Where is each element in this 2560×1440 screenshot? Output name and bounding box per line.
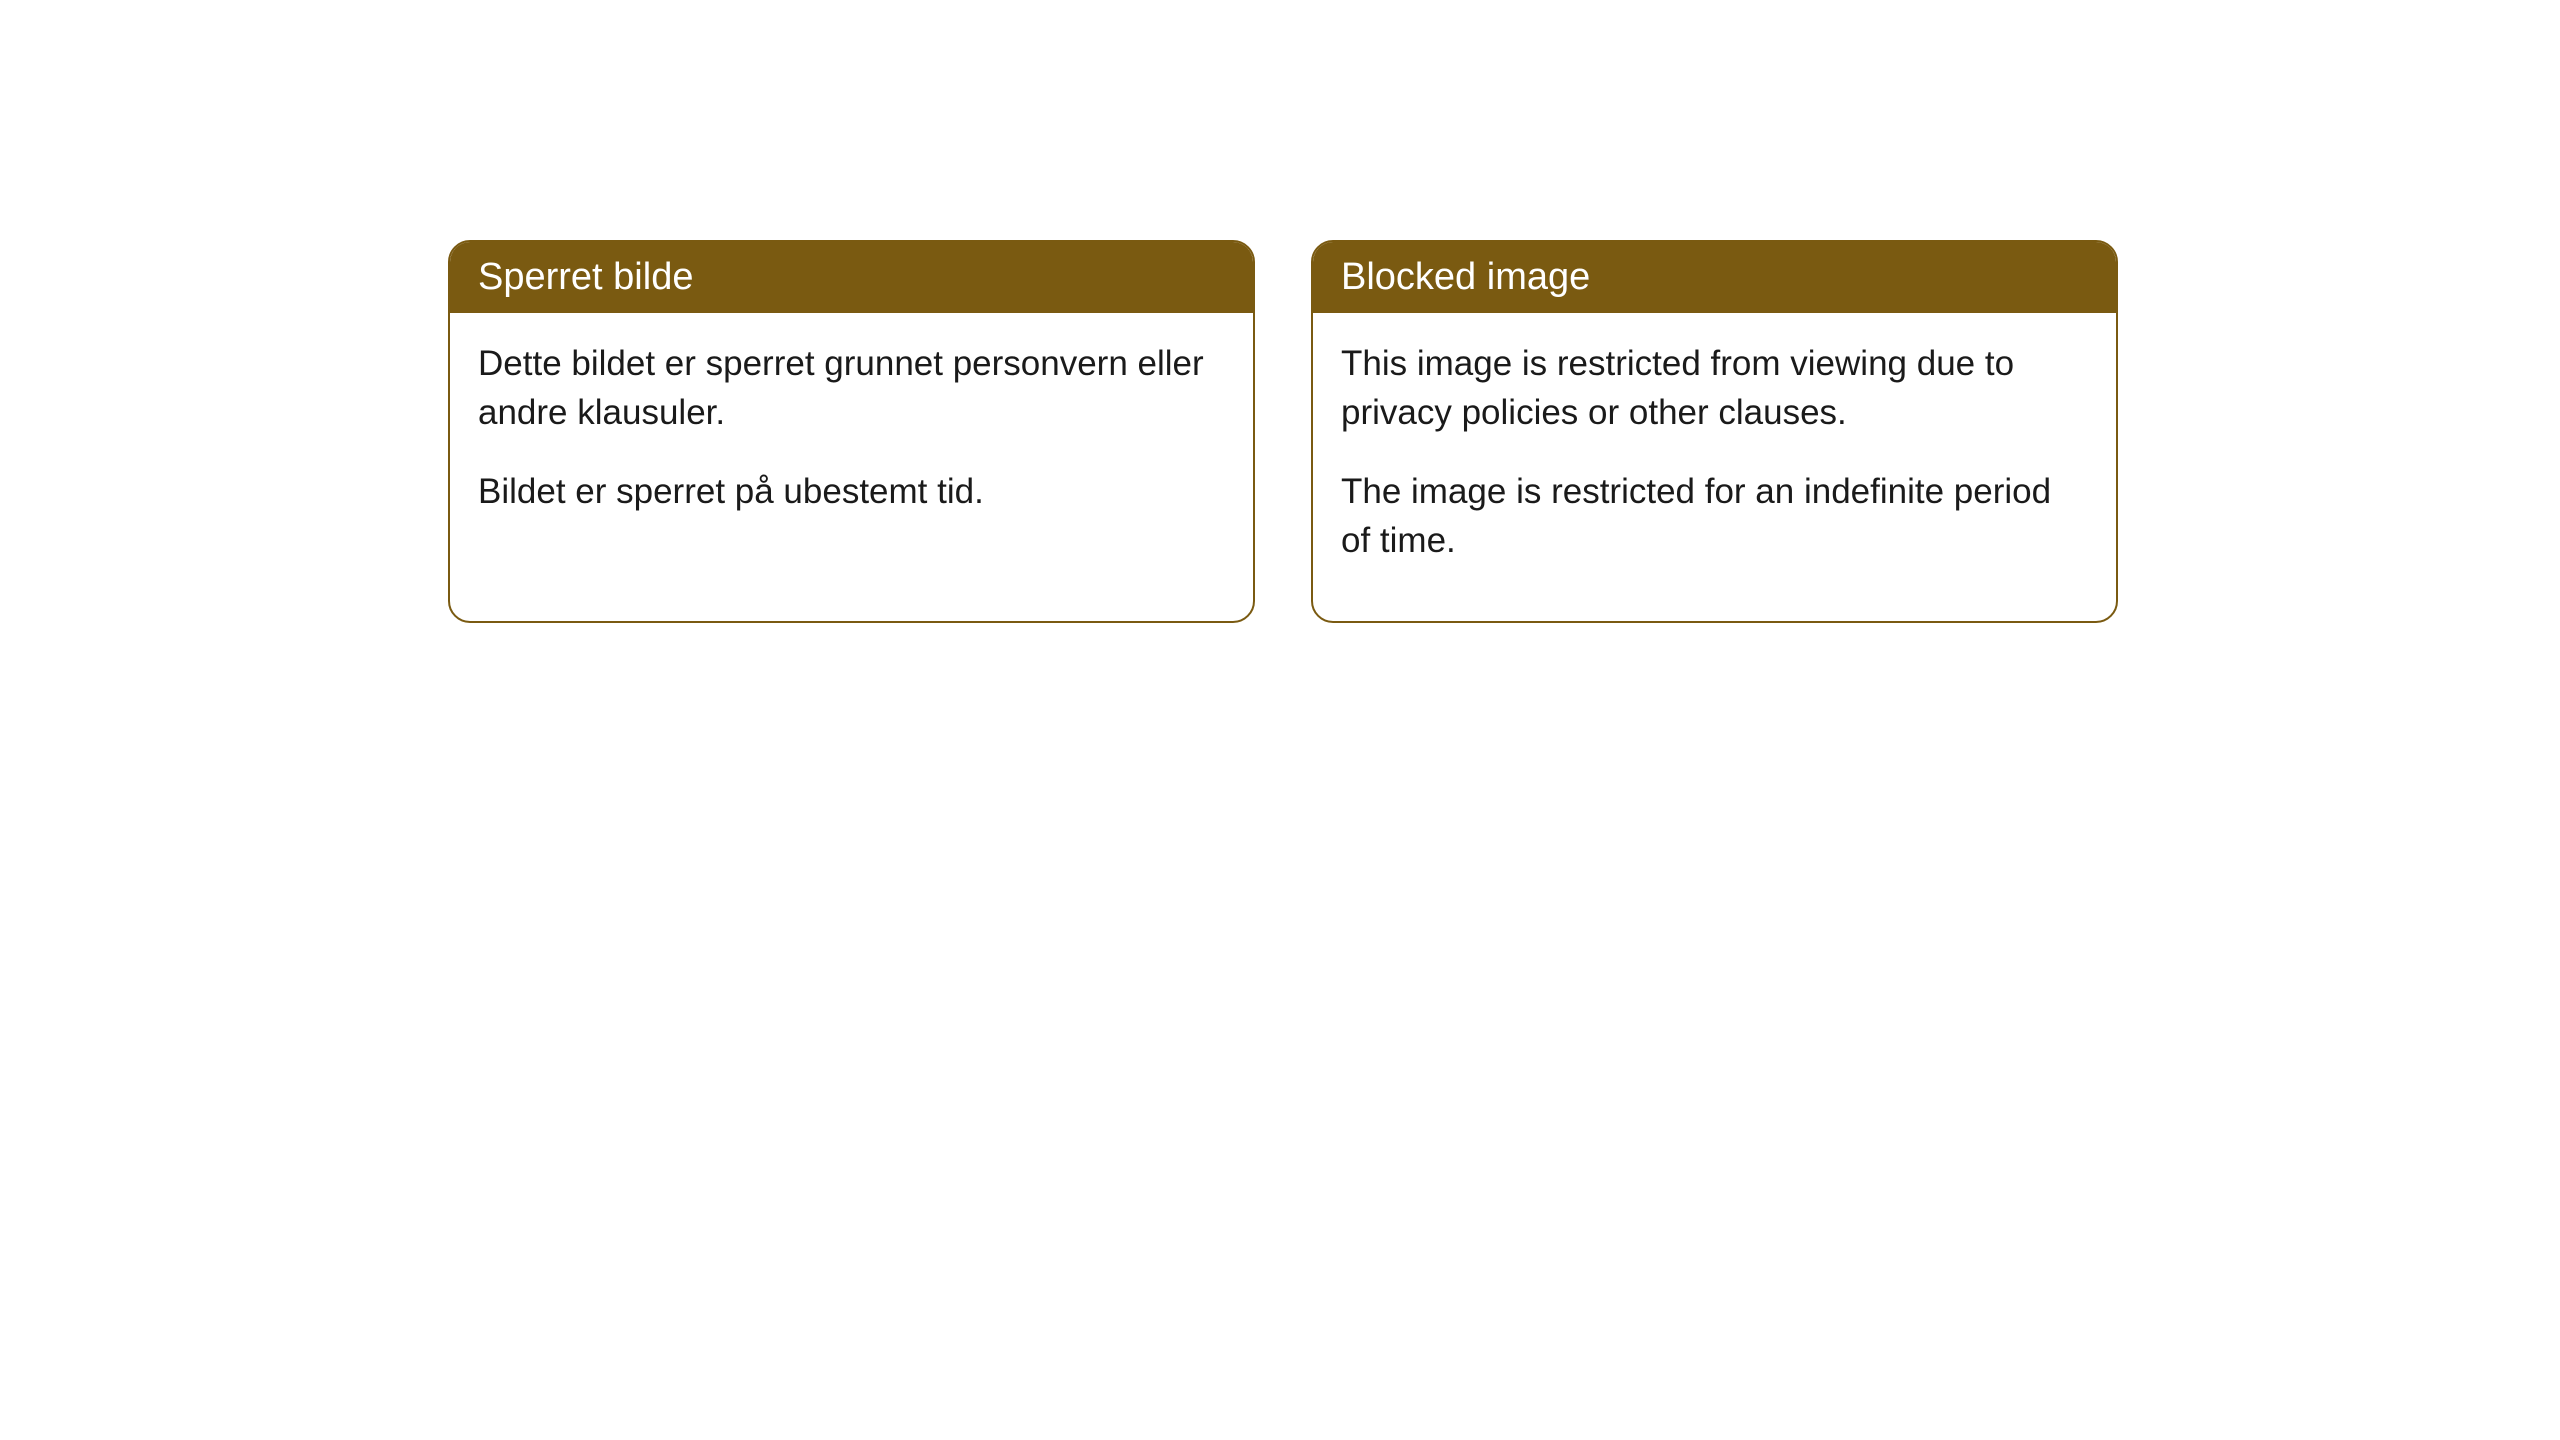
- card-body-english: This image is restricted from viewing du…: [1313, 313, 2116, 621]
- card-body-norwegian: Dette bildet er sperret grunnet personve…: [450, 313, 1253, 572]
- notice-cards-container: Sperret bilde Dette bildet er sperret gr…: [448, 240, 2118, 623]
- notice-card-english: Blocked image This image is restricted f…: [1311, 240, 2118, 623]
- card-paragraph: The image is restricted for an indefinit…: [1341, 467, 2088, 565]
- card-paragraph: Dette bildet er sperret grunnet personve…: [478, 339, 1225, 437]
- card-paragraph: This image is restricted from viewing du…: [1341, 339, 2088, 437]
- card-title: Blocked image: [1341, 256, 1590, 298]
- card-header-english: Blocked image: [1313, 242, 2116, 313]
- card-header-norwegian: Sperret bilde: [450, 242, 1253, 313]
- notice-card-norwegian: Sperret bilde Dette bildet er sperret gr…: [448, 240, 1255, 623]
- card-title: Sperret bilde: [478, 256, 693, 298]
- card-paragraph: Bildet er sperret på ubestemt tid.: [478, 467, 1225, 516]
